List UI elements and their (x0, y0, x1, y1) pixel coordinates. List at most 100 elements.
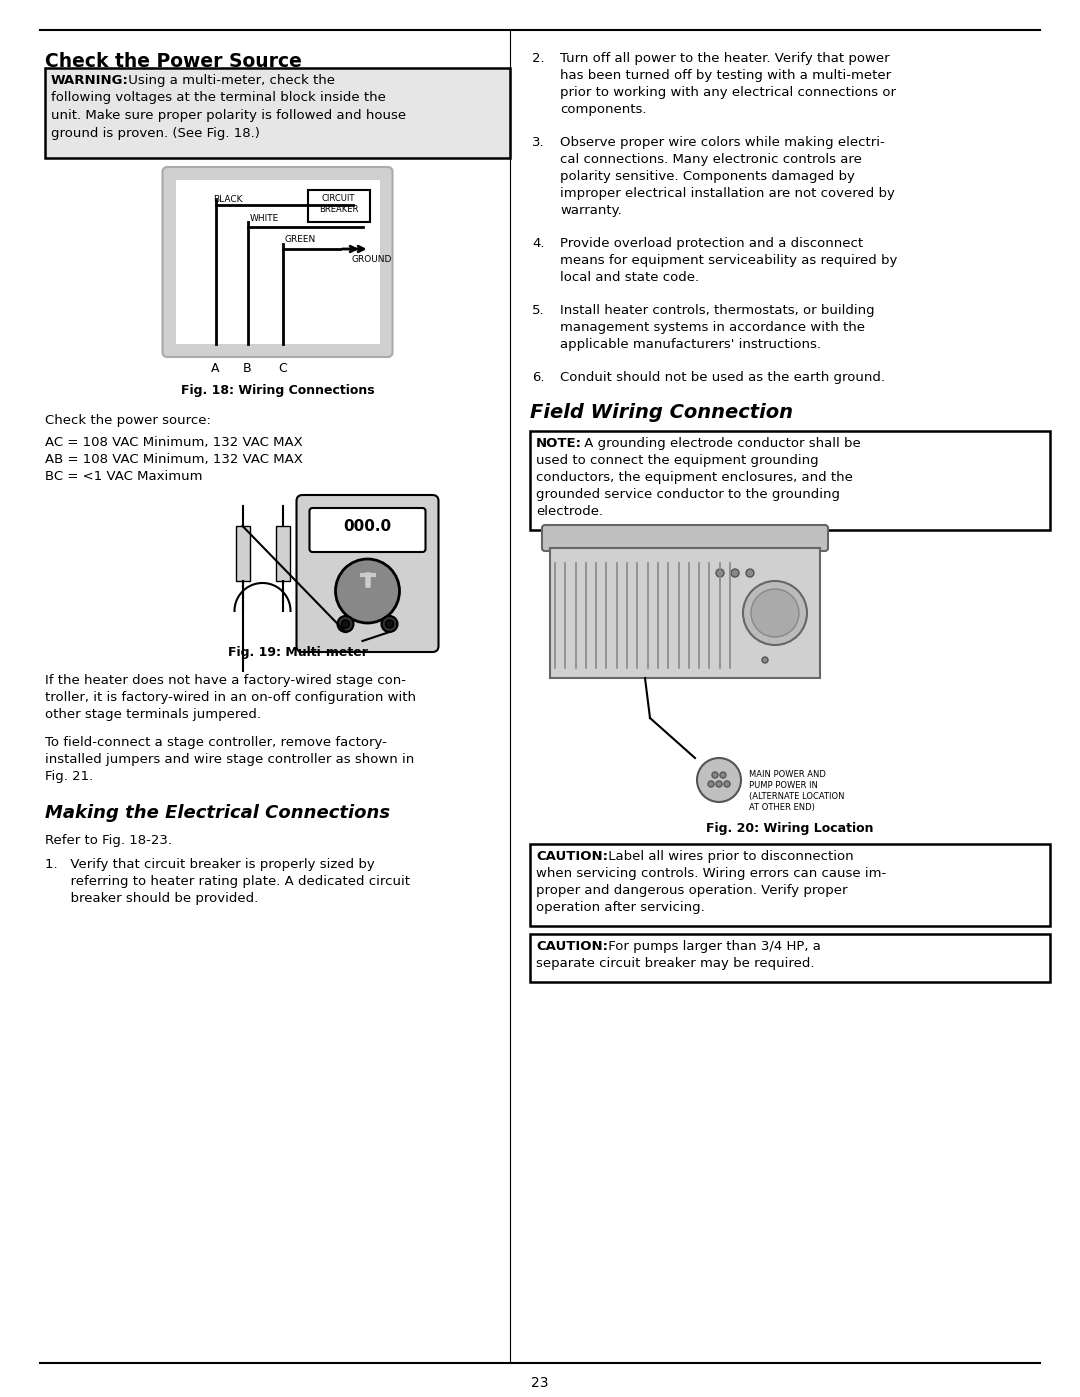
FancyBboxPatch shape (530, 935, 1050, 982)
Text: CAUTION:: CAUTION: (536, 849, 608, 863)
FancyBboxPatch shape (45, 68, 510, 158)
Text: Field Wiring Connection: Field Wiring Connection (530, 402, 793, 422)
Text: improper electrical installation are not covered by: improper electrical installation are not… (561, 187, 895, 200)
Circle shape (381, 616, 397, 631)
Text: installed jumpers and wire stage controller as shown in: installed jumpers and wire stage control… (45, 753, 415, 766)
FancyBboxPatch shape (530, 844, 1050, 926)
Text: AC = 108 VAC Minimum, 132 VAC MAX: AC = 108 VAC Minimum, 132 VAC MAX (45, 436, 302, 448)
Text: operation after servicing.: operation after servicing. (536, 901, 705, 914)
Text: separate circuit breaker may be required.: separate circuit breaker may be required… (536, 957, 814, 970)
Text: used to connect the equipment grounding: used to connect the equipment grounding (536, 454, 819, 467)
Text: other stage terminals jumpered.: other stage terminals jumpered. (45, 708, 261, 721)
Text: WARNING:: WARNING: (51, 74, 129, 87)
Text: Label all wires prior to disconnection: Label all wires prior to disconnection (604, 849, 853, 863)
Text: warranty.: warranty. (561, 204, 622, 217)
FancyBboxPatch shape (297, 495, 438, 652)
Circle shape (716, 569, 724, 577)
Text: 3.: 3. (532, 136, 544, 149)
Circle shape (712, 773, 718, 778)
Bar (235, 527, 249, 581)
Text: Using a multi-meter, check the: Using a multi-meter, check the (124, 74, 335, 87)
Text: Install heater controls, thermostats, or building: Install heater controls, thermostats, or… (561, 305, 875, 317)
Circle shape (720, 773, 726, 778)
FancyBboxPatch shape (310, 509, 426, 552)
Circle shape (724, 781, 730, 787)
Bar (308, 190, 369, 222)
Text: Check the Power Source: Check the Power Source (45, 52, 302, 71)
Circle shape (337, 616, 353, 631)
Text: B: B (243, 362, 252, 374)
Text: Check the power source:: Check the power source: (45, 414, 211, 427)
Text: Refer to Fig. 18-23.: Refer to Fig. 18-23. (45, 834, 172, 847)
Circle shape (386, 620, 393, 629)
FancyBboxPatch shape (542, 525, 828, 550)
Text: WHITE: WHITE (249, 214, 279, 224)
Text: prior to working with any electrical connections or: prior to working with any electrical con… (561, 87, 896, 99)
Text: referring to heater rating plate. A dedicated circuit: referring to heater rating plate. A dedi… (45, 875, 410, 888)
Text: means for equipment serviceability as required by: means for equipment serviceability as re… (561, 254, 897, 267)
Text: polarity sensitive. Components damaged by: polarity sensitive. Components damaged b… (561, 170, 855, 183)
Text: CIRCUIT
BREAKER: CIRCUIT BREAKER (319, 194, 359, 214)
Text: Fig. 20: Wiring Location: Fig. 20: Wiring Location (706, 821, 874, 835)
Text: following voltages at the terminal block inside the: following voltages at the terminal block… (51, 91, 386, 105)
Text: cal connections. Many electronic controls are: cal connections. Many electronic control… (561, 154, 862, 166)
Text: BLACK: BLACK (214, 196, 243, 204)
Text: 23: 23 (531, 1376, 549, 1390)
Text: applicable manufacturers' instructions.: applicable manufacturers' instructions. (561, 338, 821, 351)
Circle shape (716, 781, 723, 787)
Text: 5.: 5. (532, 305, 544, 317)
FancyBboxPatch shape (530, 432, 1050, 529)
Text: MAIN POWER AND
PUMP POWER IN
(ALTERNATE LOCATION
AT OTHER END): MAIN POWER AND PUMP POWER IN (ALTERNATE … (750, 770, 845, 812)
Circle shape (341, 620, 350, 629)
Circle shape (697, 759, 741, 802)
Text: conductors, the equipment enclosures, and the: conductors, the equipment enclosures, an… (536, 471, 853, 483)
Text: Fig. 18: Wiring Connections: Fig. 18: Wiring Connections (180, 384, 375, 397)
Text: troller, it is factory-wired in an on-off configuration with: troller, it is factory-wired in an on-of… (45, 692, 416, 704)
Text: CAUTION:: CAUTION: (536, 940, 608, 953)
Text: If the heater does not have a factory-wired stage con-: If the heater does not have a factory-wi… (45, 673, 406, 687)
Text: management systems in accordance with the: management systems in accordance with th… (561, 321, 865, 334)
Text: 6.: 6. (532, 372, 544, 384)
Text: NOTE:: NOTE: (536, 437, 582, 450)
Text: when servicing controls. Wiring errors can cause im-: when servicing controls. Wiring errors c… (536, 868, 887, 880)
Circle shape (746, 569, 754, 577)
Text: proper and dangerous operation. Verify proper: proper and dangerous operation. Verify p… (536, 884, 848, 897)
Circle shape (708, 781, 714, 787)
Text: unit. Make sure proper polarity is followed and house: unit. Make sure proper polarity is follo… (51, 109, 406, 122)
Text: Making the Electrical Connections: Making the Electrical Connections (45, 805, 390, 821)
Circle shape (731, 569, 739, 577)
Text: A grounding electrode conductor shall be: A grounding electrode conductor shall be (580, 437, 861, 450)
Circle shape (751, 590, 799, 637)
Text: Turn off all power to the heater. Verify that power: Turn off all power to the heater. Verify… (561, 52, 890, 66)
Text: components.: components. (561, 103, 647, 116)
Text: local and state code.: local and state code. (561, 271, 699, 284)
Text: grounded service conductor to the grounding: grounded service conductor to the ground… (536, 488, 840, 502)
Text: AB = 108 VAC Minimum, 132 VAC MAX: AB = 108 VAC Minimum, 132 VAC MAX (45, 453, 302, 467)
Text: ground is proven. (See Fig. 18.): ground is proven. (See Fig. 18.) (51, 127, 260, 140)
Text: A: A (212, 362, 219, 374)
Text: BC = <1 VAC Maximum: BC = <1 VAC Maximum (45, 469, 203, 483)
Text: has been turned off by testing with a multi-meter: has been turned off by testing with a mu… (561, 68, 891, 82)
Text: electrode.: electrode. (536, 504, 603, 518)
Circle shape (336, 559, 400, 623)
Text: GREEN: GREEN (284, 235, 315, 244)
Text: For pumps larger than 3/4 HP, a: For pumps larger than 3/4 HP, a (604, 940, 821, 953)
Text: To field-connect a stage controller, remove factory-: To field-connect a stage controller, rem… (45, 736, 387, 749)
Bar (175, 180, 379, 344)
Bar (275, 527, 289, 581)
Text: 2.: 2. (532, 52, 544, 66)
Circle shape (762, 657, 768, 664)
Text: Provide overload protection and a disconnect: Provide overload protection and a discon… (561, 237, 863, 250)
FancyBboxPatch shape (550, 548, 820, 678)
Text: Conduit should not be used as the earth ground.: Conduit should not be used as the earth … (561, 372, 885, 384)
Text: 4.: 4. (532, 237, 544, 250)
Text: Fig. 21.: Fig. 21. (45, 770, 93, 782)
Text: breaker should be provided.: breaker should be provided. (45, 893, 258, 905)
Text: 1.   Verify that circuit breaker is properly sized by: 1. Verify that circuit breaker is proper… (45, 858, 375, 870)
Text: 000.0: 000.0 (343, 520, 392, 534)
Text: GROUND: GROUND (351, 256, 392, 264)
Text: Observe proper wire colors while making electri-: Observe proper wire colors while making … (561, 136, 885, 149)
Circle shape (743, 581, 807, 645)
Text: Fig. 19: Multi-meter: Fig. 19: Multi-meter (228, 645, 367, 659)
Text: C: C (279, 362, 287, 374)
